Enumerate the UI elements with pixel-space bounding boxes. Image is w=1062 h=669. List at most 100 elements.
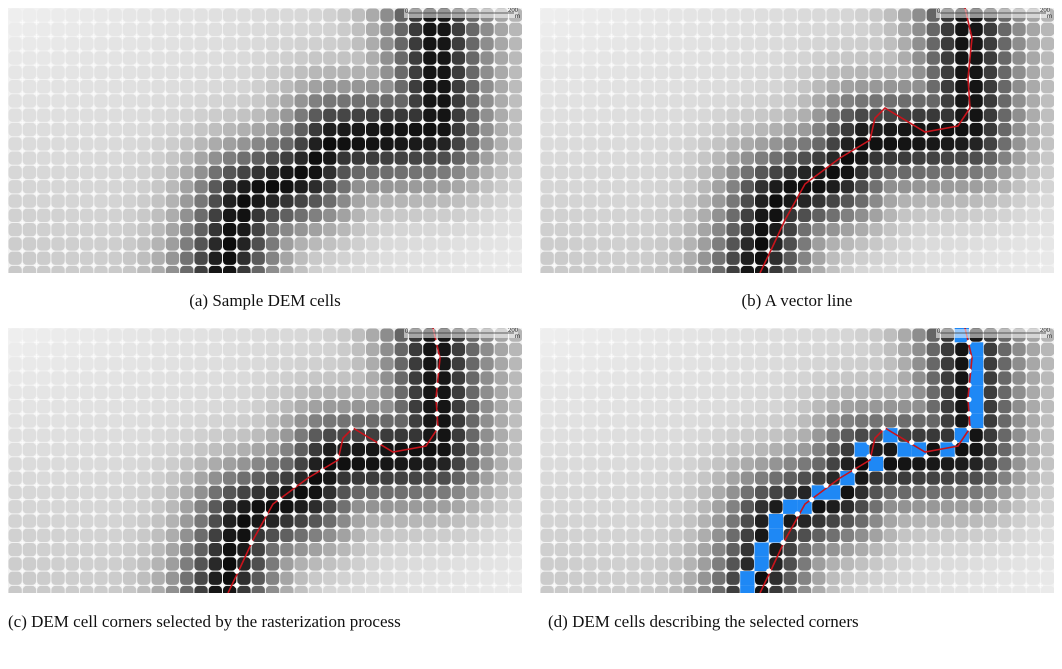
dem-cell: [940, 22, 955, 37]
dem-cell: [37, 442, 51, 457]
dem-cell: [180, 457, 194, 471]
dem-cell: [697, 371, 712, 385]
dem-cell: [265, 471, 280, 485]
dem-cell: [540, 108, 554, 122]
dem-cell: [65, 500, 79, 514]
dem-cell: [797, 428, 812, 442]
dem-cell: [540, 571, 554, 585]
dem-cell: [1026, 528, 1040, 542]
dem-cell: [812, 80, 826, 94]
dem-cell: [194, 80, 208, 94]
dem-cell: [509, 122, 522, 137]
selected-corner: [434, 339, 440, 345]
dem-cell: [65, 108, 79, 122]
dem-cell: [151, 528, 165, 542]
dem-cell: [554, 223, 569, 237]
dem-cell: [683, 137, 697, 151]
dem-cell: [308, 485, 323, 500]
selected-corner: [320, 468, 326, 474]
dem-cell: [265, 51, 280, 65]
dem-cell: [194, 194, 208, 208]
dem-cell: [797, 265, 812, 273]
dem-cell: [883, 400, 897, 414]
dem-cell: [280, 223, 294, 237]
dem-cell: [280, 151, 294, 165]
dem-cell: [423, 108, 437, 122]
dem-cell: [323, 400, 337, 414]
dem-cell: [37, 80, 51, 94]
dem-cell: [122, 194, 137, 208]
dem-cell: [437, 237, 451, 251]
dem-cell: [998, 151, 1012, 165]
dem-cell: [626, 471, 640, 485]
dem-cell: [151, 208, 165, 222]
dem-cell: [509, 251, 522, 265]
dem-cell: [855, 151, 869, 165]
dem-cell: [726, 585, 740, 593]
dem-cell: [251, 485, 265, 500]
dem-cell: [669, 165, 683, 180]
dem-cell: [22, 180, 37, 194]
dem-cell: [466, 37, 480, 51]
dem-cell: [351, 543, 365, 557]
dem-cell: [194, 385, 208, 399]
dem-cell: [280, 122, 294, 137]
dem-cell: [208, 585, 222, 593]
dem-cell: [251, 8, 265, 22]
dem-cell: [554, 357, 569, 371]
dem-cell: [898, 51, 912, 65]
dem-cell: [237, 357, 251, 371]
dem-cell: [826, 237, 840, 251]
dem-cell: [94, 342, 108, 357]
dem-cell: [366, 528, 380, 542]
dem-cell: [583, 371, 597, 385]
dem-cell: [280, 585, 294, 593]
dem-cell: [8, 442, 22, 457]
dem-cell: [554, 442, 569, 457]
dem-cell: [1026, 442, 1040, 457]
dem-cell: [108, 51, 122, 65]
dem-cell: [494, 165, 508, 180]
dem-cell: [955, 385, 969, 399]
dem-cell: [423, 180, 437, 194]
dem-cell: [740, 471, 754, 485]
dem-cell: [65, 208, 79, 222]
dem-cell: [812, 122, 826, 137]
dem-cell: [869, 265, 883, 273]
dem-cell: [394, 137, 408, 151]
dem-cell: [769, 485, 783, 500]
dem-cell: [337, 514, 351, 528]
dem-cell: [740, 514, 754, 528]
dem-cell: [797, 385, 812, 399]
dem-cell: [366, 223, 380, 237]
dem-cell: [883, 80, 897, 94]
dem-cell: [998, 137, 1012, 151]
dem-cell: [640, 485, 654, 500]
dem-cell: [437, 485, 451, 500]
dem-cell: [480, 500, 494, 514]
dem-cell: [955, 442, 969, 457]
dem-cell: [122, 428, 137, 442]
dem-cell: [237, 428, 251, 442]
dem-cell: [998, 528, 1012, 542]
dem-cell: [626, 151, 640, 165]
dem-cell: [451, 371, 466, 385]
dem-cell: [712, 122, 726, 137]
dem-cell: [337, 400, 351, 414]
dem-cell: [37, 151, 51, 165]
dem-cell: [612, 500, 626, 514]
dem-cell: [883, 514, 897, 528]
scale-label: 200: [1040, 8, 1051, 14]
dem-cell: [208, 208, 222, 222]
dem-cell: [983, 485, 998, 500]
dem-cell: [597, 571, 611, 585]
dem-cell: [654, 194, 669, 208]
selected-corner: [966, 368, 972, 374]
selected-corner: [766, 582, 772, 588]
dem-cell: [597, 265, 611, 273]
dem-cell: [1026, 51, 1040, 65]
dem-cell: [669, 471, 683, 485]
selected-cell: [754, 556, 769, 572]
dem-cell: [323, 37, 337, 51]
